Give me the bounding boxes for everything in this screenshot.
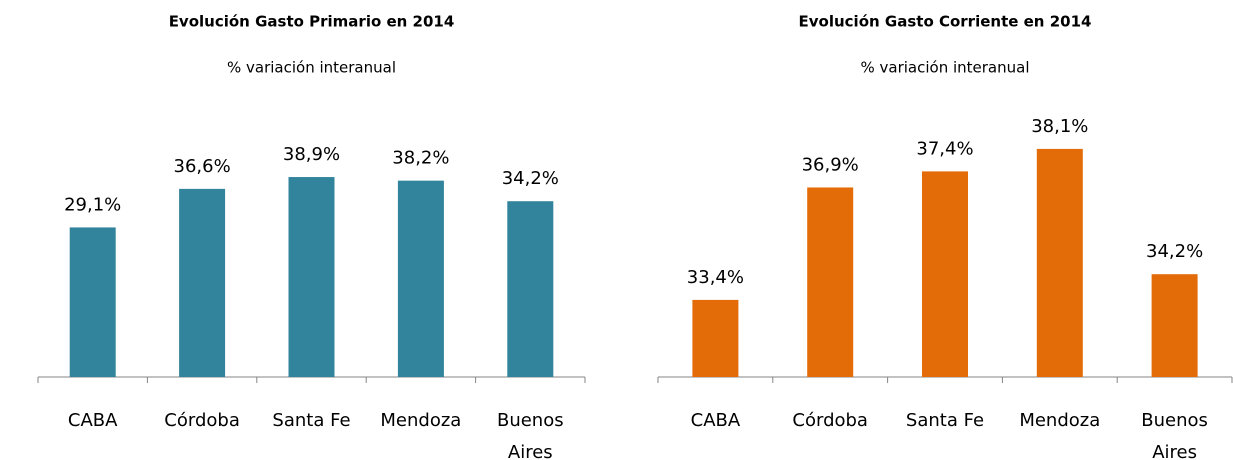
value-label: 34,2%: [502, 168, 559, 189]
x-tick-label: CABA: [67, 410, 118, 431]
x-tick-label: Santa Fe: [905, 410, 985, 431]
bar: [69, 227, 116, 377]
x-tick-label: Córdoba: [792, 410, 868, 431]
x-tick-label: Mendoza: [380, 410, 462, 431]
value-label: 36,9%: [802, 154, 859, 175]
x-tick-label-box: Córdoba: [164, 410, 240, 431]
bar: [807, 187, 854, 377]
value-label: 34,2%: [1146, 241, 1203, 262]
x-tick-label: Buenos Aires: [1141, 410, 1208, 460]
bar: [179, 188, 226, 377]
bar: [507, 201, 554, 377]
x-tick-label: Santa Fe: [272, 410, 351, 431]
value-label: 33,4%: [687, 267, 744, 288]
value-label: 36,6%: [174, 156, 231, 177]
x-tick-label: Córdoba: [164, 410, 240, 431]
bar: [1151, 274, 1198, 377]
value-label: 38,2%: [392, 148, 449, 169]
value-label: 38,9%: [283, 144, 340, 165]
chart-title: Evolución Gasto Primario en 2014: [169, 13, 455, 31]
bar: [288, 177, 335, 377]
x-tick-label-box: CABA: [690, 410, 741, 431]
value-label: 38,1%: [1031, 116, 1088, 137]
bar: [397, 180, 444, 377]
x-tick-label: Buenos Aires: [496, 410, 564, 460]
x-tick-label-box: CABA: [67, 410, 118, 431]
value-label: 37,4%: [916, 138, 973, 159]
x-tick-label-box: Santa Fe: [905, 410, 985, 431]
bar: [692, 299, 739, 377]
x-tick-label-box: Córdoba: [792, 410, 868, 431]
chart-subtitle: % variación interanual: [861, 59, 1030, 77]
x-tick-label-box: Santa Fe: [272, 410, 351, 431]
x-tick-label-box: Buenos Aires: [1141, 410, 1208, 460]
x-tick-label-box: Buenos Aires: [496, 410, 564, 460]
value-label: 29,1%: [64, 194, 121, 215]
x-tick-label: CABA: [690, 410, 741, 431]
x-tick-label-box: Mendoza: [380, 410, 462, 431]
bar: [922, 171, 968, 377]
x-tick-label-box: Mendoza: [1019, 410, 1101, 431]
chart-subtitle: % variación interanual: [227, 59, 396, 77]
x-tick-label: Mendoza: [1019, 410, 1101, 431]
bar: [1036, 148, 1083, 377]
chart-title: Evolución Gasto Corriente en 2014: [799, 13, 1092, 31]
